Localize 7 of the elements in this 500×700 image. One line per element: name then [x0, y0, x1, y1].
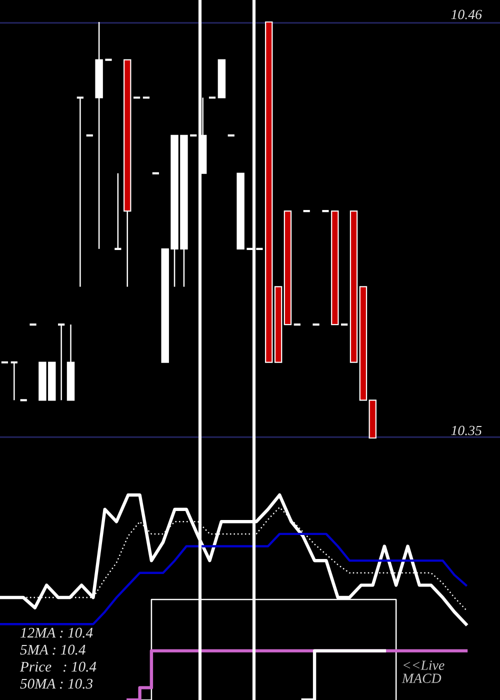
annotation: Price : 10.4 [20, 662, 96, 672]
y-tick-label: 10.46 [451, 10, 482, 20]
annotation: 12MA : 10.4 [20, 628, 93, 638]
annotation: 5MA : 10.4 [20, 644, 86, 655]
annotation: <<Live MACD [402, 660, 444, 684]
annotation: 50MA : 10.3 [20, 678, 93, 689]
y-tick-label: 10.35 [451, 426, 482, 436]
